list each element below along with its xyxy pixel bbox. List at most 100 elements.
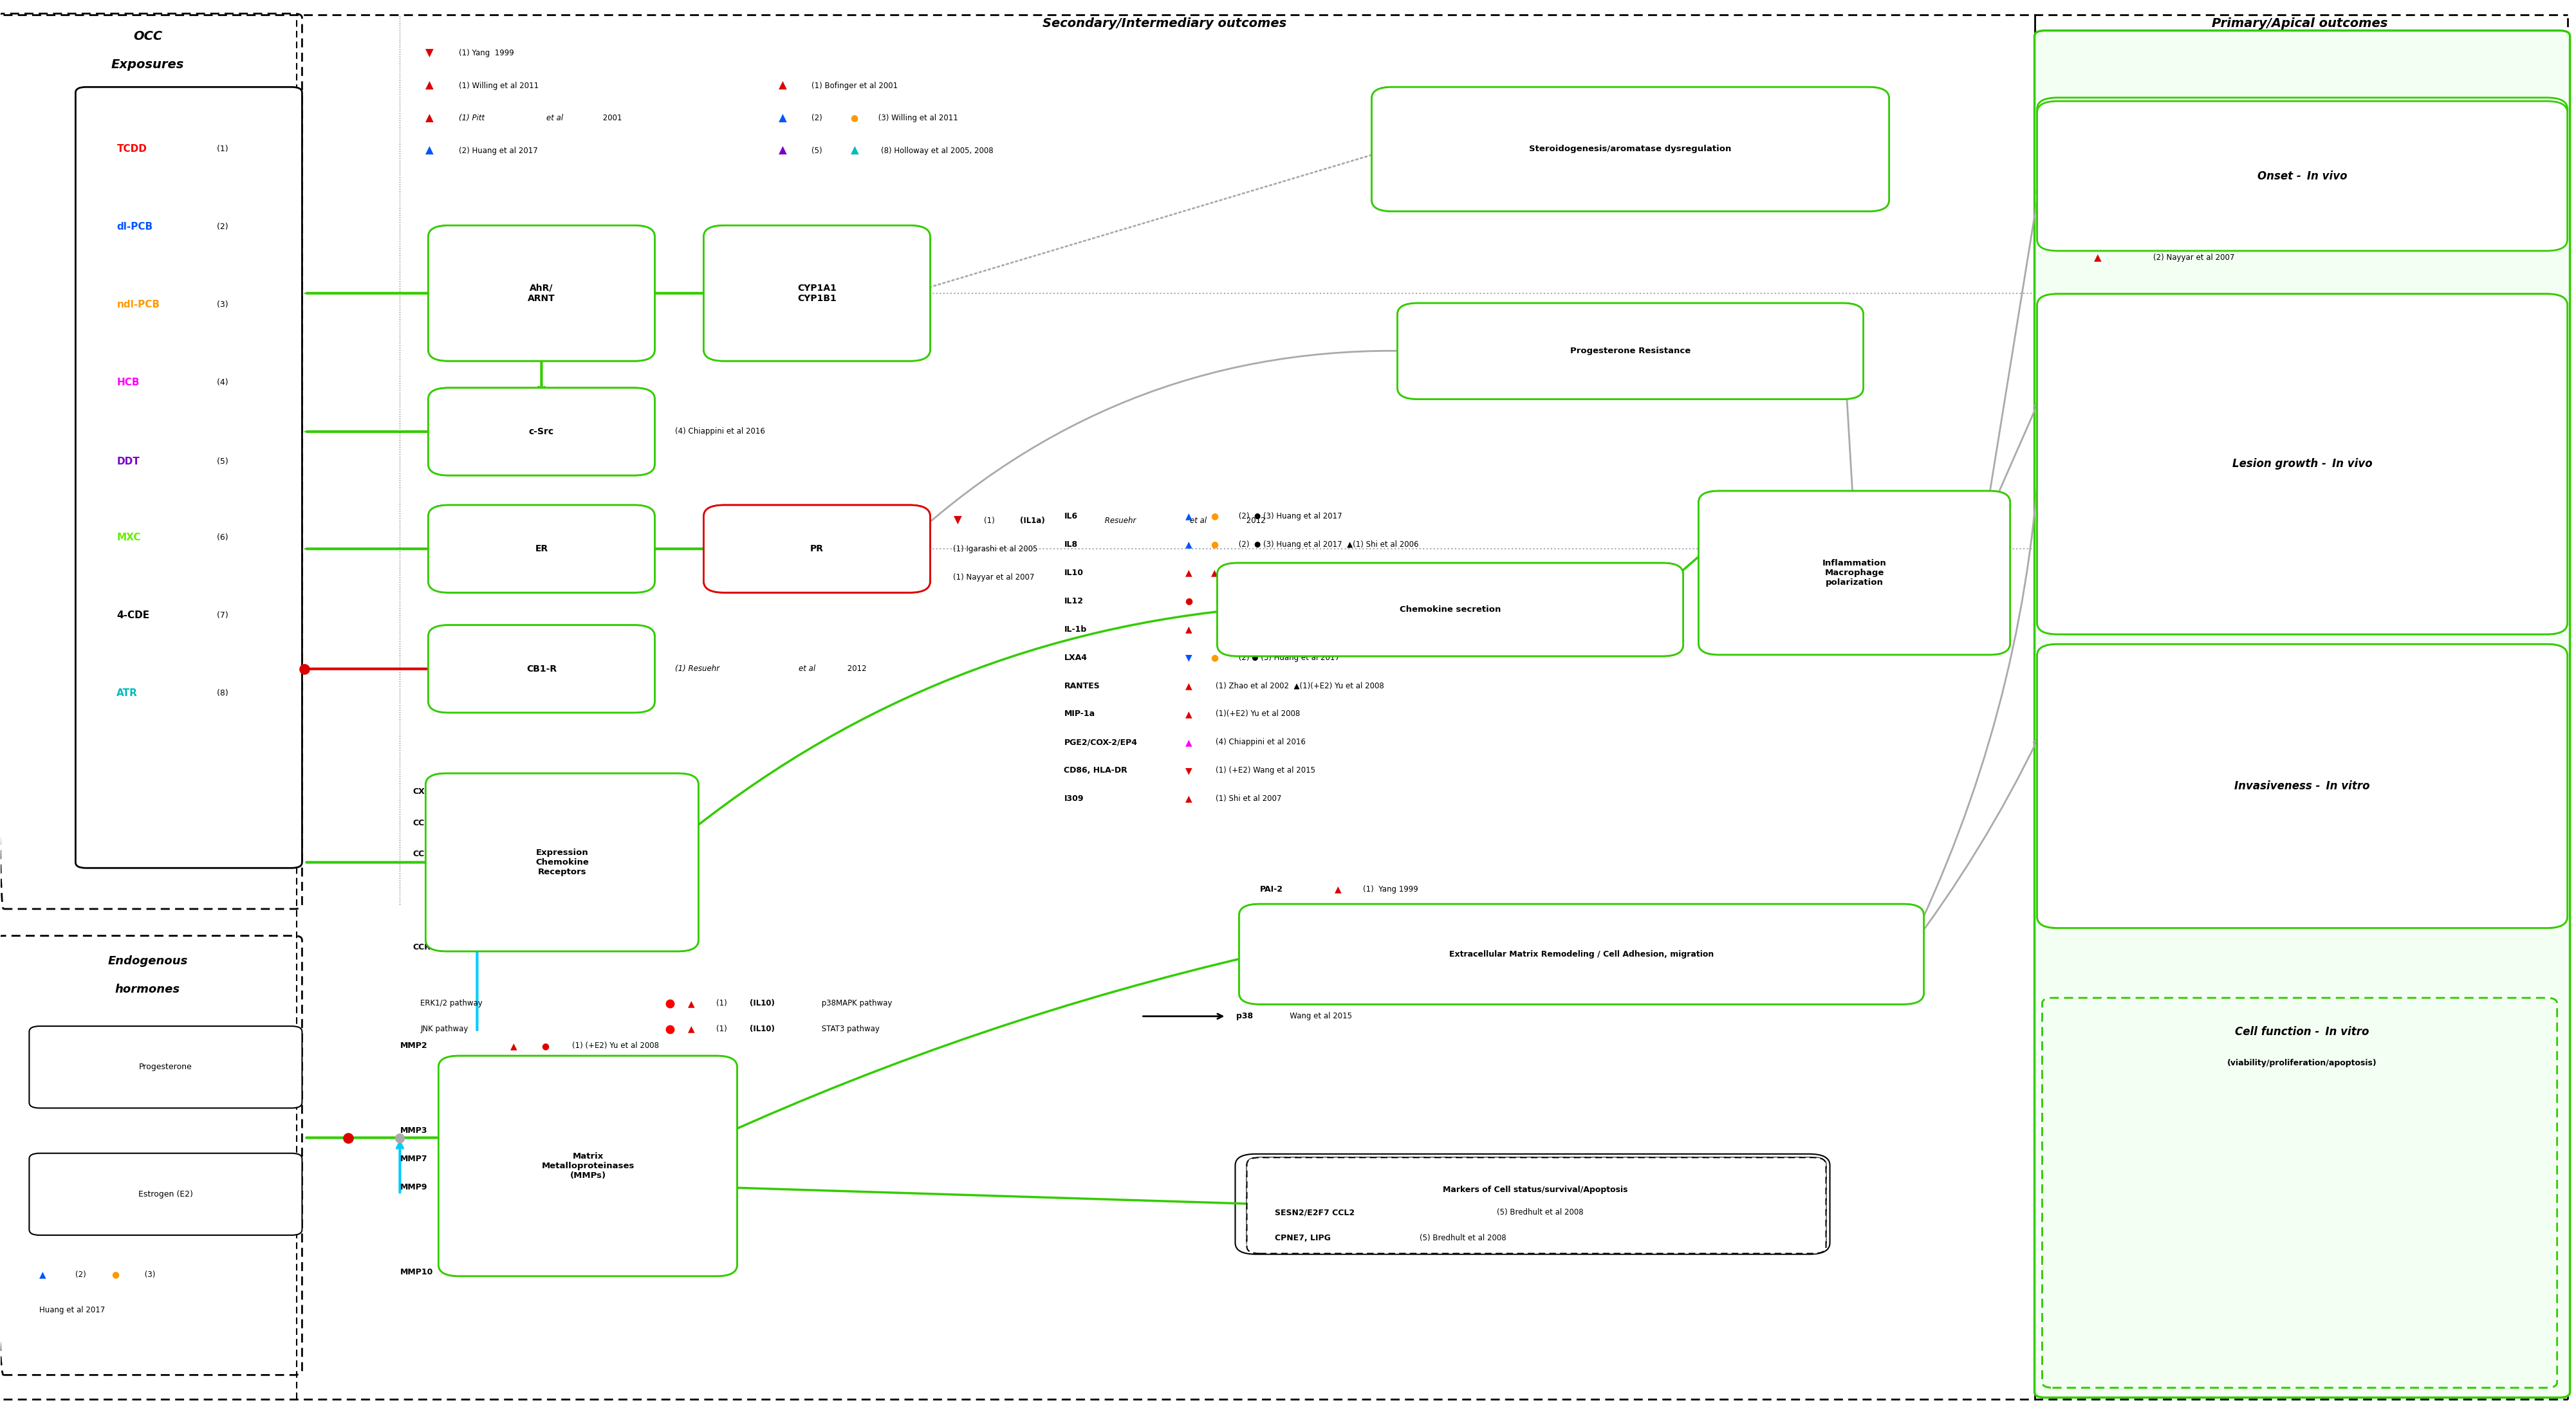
Text: (2)▲ (3)  Huang et al 2017: (2)▲ (3) Huang et al 2017 bbox=[572, 1240, 672, 1247]
Text: CXCR1: CXCR1 bbox=[412, 788, 443, 796]
Text: I309: I309 bbox=[1064, 795, 1084, 803]
Text: ▲: ▲ bbox=[425, 144, 433, 157]
Text: ●: ● bbox=[1546, 154, 1553, 164]
Text: MXC: MXC bbox=[116, 533, 142, 543]
Text: ▲: ▲ bbox=[510, 1069, 518, 1079]
Text: (1) (+E2) Wang et al 2015: (1) (+E2) Wang et al 2015 bbox=[1216, 766, 1316, 775]
Text: (1) Shi et al 2007: (1) Shi et al 2007 bbox=[580, 819, 647, 827]
Text: (3) Hu et al 2008: (3) Hu et al 2008 bbox=[572, 1268, 636, 1275]
Text: (3) Huang et al 2017: (3) Huang et al 2017 bbox=[1633, 156, 1713, 163]
Text: (1) (+E2) Wang et al 2010: (1) (+E2) Wang et al 2010 bbox=[580, 850, 680, 858]
Text: (1)(+E2) Yu et al 2008: (1)(+E2) Yu et al 2008 bbox=[1216, 710, 1301, 718]
FancyBboxPatch shape bbox=[428, 505, 654, 592]
Text: (1) (+E2) Yu et al 2008: (1) (+E2) Yu et al 2008 bbox=[572, 1184, 659, 1192]
Text: Cell function -: Cell function - bbox=[2259, 1029, 2347, 1041]
Text: ▼: ▼ bbox=[2094, 1155, 2102, 1165]
Text: (1) Resuehr: (1) Resuehr bbox=[675, 665, 721, 673]
Text: ●: ● bbox=[1461, 1199, 1468, 1209]
Text: Chemokine secretion: Chemokine secretion bbox=[1399, 605, 1502, 614]
Text: (2)  ● (3) Arnold et al 1996: (2) ● (3) Arnold et al 1996 bbox=[2154, 170, 2257, 177]
Text: ●: ● bbox=[1607, 123, 1615, 133]
FancyBboxPatch shape bbox=[428, 387, 654, 475]
Text: Markers of Cell status/survival/Apoptosis: Markers of Cell status/survival/Apoptosi… bbox=[1275, 1179, 1461, 1188]
FancyBboxPatch shape bbox=[1370, 88, 1888, 211]
Text: (3) Huang et al 2017: (3) Huang et al 2017 bbox=[1633, 124, 1713, 132]
Text: ▲: ▲ bbox=[1211, 568, 1218, 577]
Text: Expression
Chemokine
Receptors: Expression Chemokine Receptors bbox=[536, 848, 590, 877]
FancyBboxPatch shape bbox=[75, 88, 301, 868]
Text: ▼: ▼ bbox=[1185, 653, 1193, 662]
FancyBboxPatch shape bbox=[438, 1056, 737, 1275]
Text: (1): (1) bbox=[214, 146, 229, 153]
Text: ▼: ▼ bbox=[2125, 1215, 2133, 1225]
Text: ATR: ATR bbox=[116, 689, 139, 697]
Text: ▲: ▲ bbox=[850, 144, 858, 157]
Text: (2) Huang et al 2017: (2) Huang et al 2017 bbox=[459, 147, 538, 154]
Text: ▲: ▲ bbox=[2094, 253, 2102, 263]
Text: ▲: ▲ bbox=[2094, 225, 2102, 235]
Text: OCC: OCC bbox=[134, 30, 162, 42]
Text: IL6: IL6 bbox=[1064, 512, 1077, 520]
Text: ▲: ▲ bbox=[1185, 710, 1193, 718]
Text: (5) Kalinina et al 2018: (5) Kalinina et al 2018 bbox=[1479, 913, 1564, 922]
Text: ▲: ▲ bbox=[2094, 403, 2102, 413]
FancyBboxPatch shape bbox=[1218, 563, 1682, 656]
Text: ▼: ▼ bbox=[2094, 559, 2102, 568]
Text: (1) Yu et al 2008: (1) Yu et al 2008 bbox=[2128, 725, 2190, 734]
Text: SULT1E1: SULT1E1 bbox=[1412, 156, 1450, 163]
Text: CB1-R: CB1-R bbox=[526, 665, 556, 673]
Text: ▼: ▼ bbox=[2094, 1215, 2102, 1225]
Text: In vivo: In vivo bbox=[2262, 136, 2342, 148]
Text: CYP1A1
CYP1B1: CYP1A1 CYP1B1 bbox=[799, 284, 837, 303]
FancyBboxPatch shape bbox=[703, 505, 930, 592]
Text: hormones: hormones bbox=[116, 984, 180, 995]
FancyBboxPatch shape bbox=[428, 625, 654, 713]
FancyBboxPatch shape bbox=[1396, 303, 1862, 399]
Text: Matrix
Metalloproteinases
(MMPs): Matrix Metalloproteinases (MMPs) bbox=[541, 1152, 634, 1179]
Text: (3) Hu  et al 2018: (3) Hu et al 2018 bbox=[2128, 663, 2195, 672]
Text: ●: ● bbox=[2094, 372, 2102, 382]
Text: CB1-R: CB1-R bbox=[526, 665, 556, 673]
Text: ▲: ▲ bbox=[778, 144, 786, 157]
Text: ●: ● bbox=[111, 1270, 118, 1280]
Text: (1) Yang 1999: (1) Yang 1999 bbox=[1216, 625, 1270, 633]
Text: LXA4: LXA4 bbox=[1064, 653, 1087, 662]
Text: (4) Chiappini et al 2016: (4) Chiappini et al 2016 bbox=[675, 427, 765, 436]
Text: (2): (2) bbox=[811, 115, 824, 122]
Text: (1) Khan et al 2018: (1) Khan et al 2018 bbox=[2128, 434, 2200, 443]
FancyBboxPatch shape bbox=[2038, 294, 2568, 635]
Text: ▲: ▲ bbox=[510, 1097, 518, 1107]
Text: ▼: ▼ bbox=[2094, 496, 2102, 506]
Text: microRNA-190a/b: microRNA-190a/b bbox=[1260, 913, 1337, 922]
Text: IL10: IL10 bbox=[1064, 568, 1084, 577]
Text: ▲: ▲ bbox=[541, 1126, 549, 1135]
Text: c-Src: c-Src bbox=[528, 427, 554, 436]
Text: CD86, HLA-DR: CD86, HLA-DR bbox=[1064, 766, 1128, 775]
Text: (1)● (2)● (3) Johnson et al 1997: (1)● (2)● (3) Johnson et al 1997 bbox=[2172, 403, 2295, 411]
Text: Endogenous: Endogenous bbox=[108, 956, 188, 967]
Text: JNK pathway: JNK pathway bbox=[420, 1025, 469, 1034]
Text: (1) Pitt: (1) Pitt bbox=[459, 115, 487, 122]
Text: ▲: ▲ bbox=[1185, 738, 1193, 747]
Text: (1)▲ (2)▲ (3) Willing et al 2011: (1)▲ (2)▲ (3) Willing et al 2011 bbox=[2164, 694, 2280, 703]
Text: ▲: ▲ bbox=[1185, 568, 1193, 577]
Text: CYP1A1
CYP1B1: CYP1A1 CYP1B1 bbox=[799, 284, 837, 303]
Text: ▲: ▲ bbox=[541, 1239, 549, 1249]
Text: Markers of Cell status/survival/Apoptosis: Markers of Cell status/survival/Apoptosi… bbox=[1443, 1186, 1628, 1195]
FancyBboxPatch shape bbox=[703, 505, 930, 592]
Text: MMP9: MMP9 bbox=[399, 1184, 428, 1192]
FancyBboxPatch shape bbox=[1396, 303, 1862, 399]
Text: In vitro: In vitro bbox=[2280, 1058, 2324, 1069]
FancyBboxPatch shape bbox=[428, 225, 654, 361]
Text: (1)  Yang 1999: (1) Yang 1999 bbox=[1363, 885, 1417, 894]
Text: ▲: ▲ bbox=[2138, 341, 2146, 351]
Text: IL8: IL8 bbox=[1064, 540, 1077, 549]
Text: Invasiveness -  In vitro: Invasiveness - In vitro bbox=[2233, 781, 2370, 792]
Text: (2) Nayyar et al 2007: (2) Nayyar et al 2007 bbox=[2154, 253, 2233, 262]
Text: ▲: ▲ bbox=[1334, 885, 1342, 894]
Text: (1): (1) bbox=[716, 1000, 729, 1008]
Text: Extracellular Matrix Remodeling / Cell Adhesion, migration: Extracellular Matrix Remodeling / Cell A… bbox=[1450, 950, 1713, 959]
Text: (8): (8) bbox=[214, 689, 229, 697]
Text: STAT3 pathway: STAT3 pathway bbox=[819, 1025, 881, 1034]
Text: Lesion growth - In vivo: Lesion growth - In vivo bbox=[2233, 458, 2370, 469]
